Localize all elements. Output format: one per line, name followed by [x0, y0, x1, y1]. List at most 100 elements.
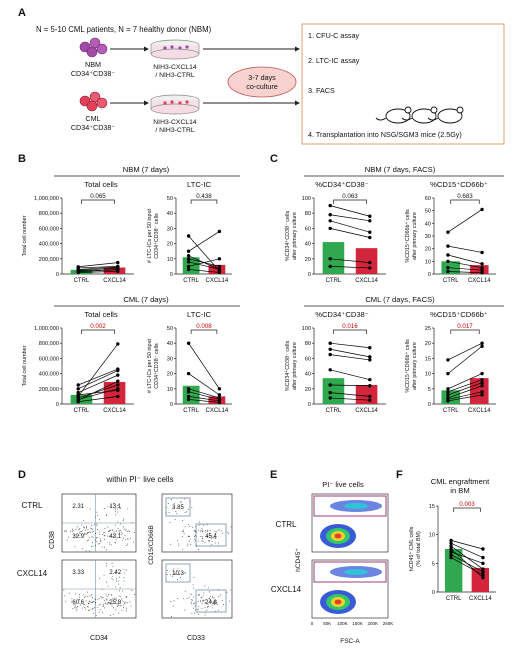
event-dot — [194, 535, 196, 536]
y-tick-label: 1,000,000 — [34, 196, 59, 202]
event-dot — [123, 607, 124, 609]
event-dot — [170, 543, 172, 545]
event-dot — [134, 531, 135, 533]
y-tick-label: 400,000 — [39, 242, 59, 248]
event-dot — [95, 614, 97, 616]
event-dot — [109, 602, 111, 604]
event-dot — [198, 608, 199, 610]
event-dot — [108, 535, 110, 537]
event-dot — [105, 593, 107, 595]
event-dot — [99, 578, 101, 580]
d-title: within PI⁻ live cells — [106, 475, 174, 484]
data-point — [116, 373, 120, 377]
y-axis-label: hCD45⁺ CML cells — [409, 526, 415, 571]
event-dot — [66, 530, 67, 532]
event-dot — [98, 604, 100, 606]
nbm-phenotype: CD34⁺CD38⁻ — [71, 69, 116, 78]
data-point — [480, 265, 484, 270]
data-point — [217, 264, 222, 269]
pair-line — [447, 345, 483, 374]
y-tick-label: 20 — [425, 341, 431, 347]
event-dot — [207, 530, 209, 532]
y-axis-label: after primary culture — [292, 212, 298, 260]
event-dot — [195, 535, 197, 537]
event-dot — [91, 597, 93, 598]
event-dot — [201, 537, 203, 539]
event-dot — [114, 541, 116, 543]
event-dot — [169, 522, 171, 523]
y-tick-label: 20 — [425, 247, 431, 253]
y-tick-label: 200,000 — [39, 387, 59, 393]
event-dot — [127, 508, 129, 510]
event-dot — [119, 573, 120, 575]
event-dot — [114, 533, 116, 535]
event-dot — [114, 586, 116, 588]
y-tick-label: 40 — [425, 221, 431, 227]
event-dot — [215, 542, 216, 544]
event-dot — [91, 524, 93, 526]
x-tick-label: CTRL — [326, 278, 342, 284]
pair-line — [188, 388, 220, 399]
event-dot — [106, 565, 108, 567]
event-dot — [168, 512, 170, 514]
data-point — [116, 394, 120, 399]
c-cml-cd15-title: %CD15⁺CD66b⁺ — [430, 310, 488, 319]
event-dot — [94, 599, 96, 601]
coculture-text: co-culture — [246, 82, 278, 91]
event-dot — [87, 591, 89, 593]
event-dot — [66, 539, 68, 541]
event-dot — [184, 526, 186, 528]
data-point — [328, 213, 332, 217]
pair-line — [447, 271, 483, 274]
event-dot — [95, 601, 97, 603]
event-dot — [113, 597, 115, 599]
pair-line — [330, 397, 370, 401]
event-dot — [88, 600, 90, 602]
gate-percent: 45.4 — [205, 534, 217, 540]
data-point — [186, 234, 191, 238]
y-tick-label: 40 — [167, 341, 173, 347]
event-dot — [79, 598, 81, 600]
event-dot — [218, 596, 220, 597]
data-point — [76, 393, 80, 397]
c-nbm-cd34-title: %CD34⁺CD38⁻ — [315, 180, 369, 189]
event-dot — [95, 533, 97, 534]
pair-line — [450, 542, 484, 558]
data-point — [116, 367, 120, 371]
event-dot — [214, 603, 216, 605]
event-dot — [125, 610, 127, 612]
event-dot — [80, 532, 82, 534]
event-dot — [200, 523, 202, 525]
data-point — [480, 271, 484, 275]
event-dot — [84, 532, 86, 534]
event-dot — [114, 508, 116, 510]
pair-line — [447, 209, 483, 233]
x-tick-label: CTRL — [183, 408, 199, 414]
y-axis-label: after primary culture — [412, 212, 418, 260]
p-value: 0.065 — [90, 193, 106, 200]
data-point — [368, 235, 372, 240]
event-dot — [104, 607, 106, 609]
event-dot — [122, 539, 124, 541]
event-dot — [119, 533, 121, 534]
chart-5: 0 10 20 30 40 50 60 %CD15⁺CD66b⁺ cells after pri… — [405, 193, 496, 284]
event-dot — [102, 597, 104, 599]
event-dot — [182, 519, 183, 521]
chart-7: 0 5 10 15 20 25 %CD15⁺CD66b⁺ cells after primar… — [405, 323, 496, 414]
event-dot — [124, 603, 126, 604]
event-dot — [87, 532, 89, 534]
event-dot — [119, 605, 121, 607]
cml-phenotype: CD34⁺CD38⁻ — [71, 123, 116, 132]
event-dot — [117, 508, 119, 510]
bar-ctrl — [322, 378, 345, 404]
pair-line — [78, 370, 118, 390]
event-dot — [212, 604, 214, 606]
data-point — [449, 547, 453, 551]
event-dot — [180, 500, 182, 502]
event-dot — [183, 572, 185, 573]
event-dot — [94, 603, 96, 605]
event-dot — [123, 576, 125, 578]
data-point — [446, 253, 450, 257]
event-dot — [63, 589, 65, 591]
event-dot — [193, 587, 195, 589]
